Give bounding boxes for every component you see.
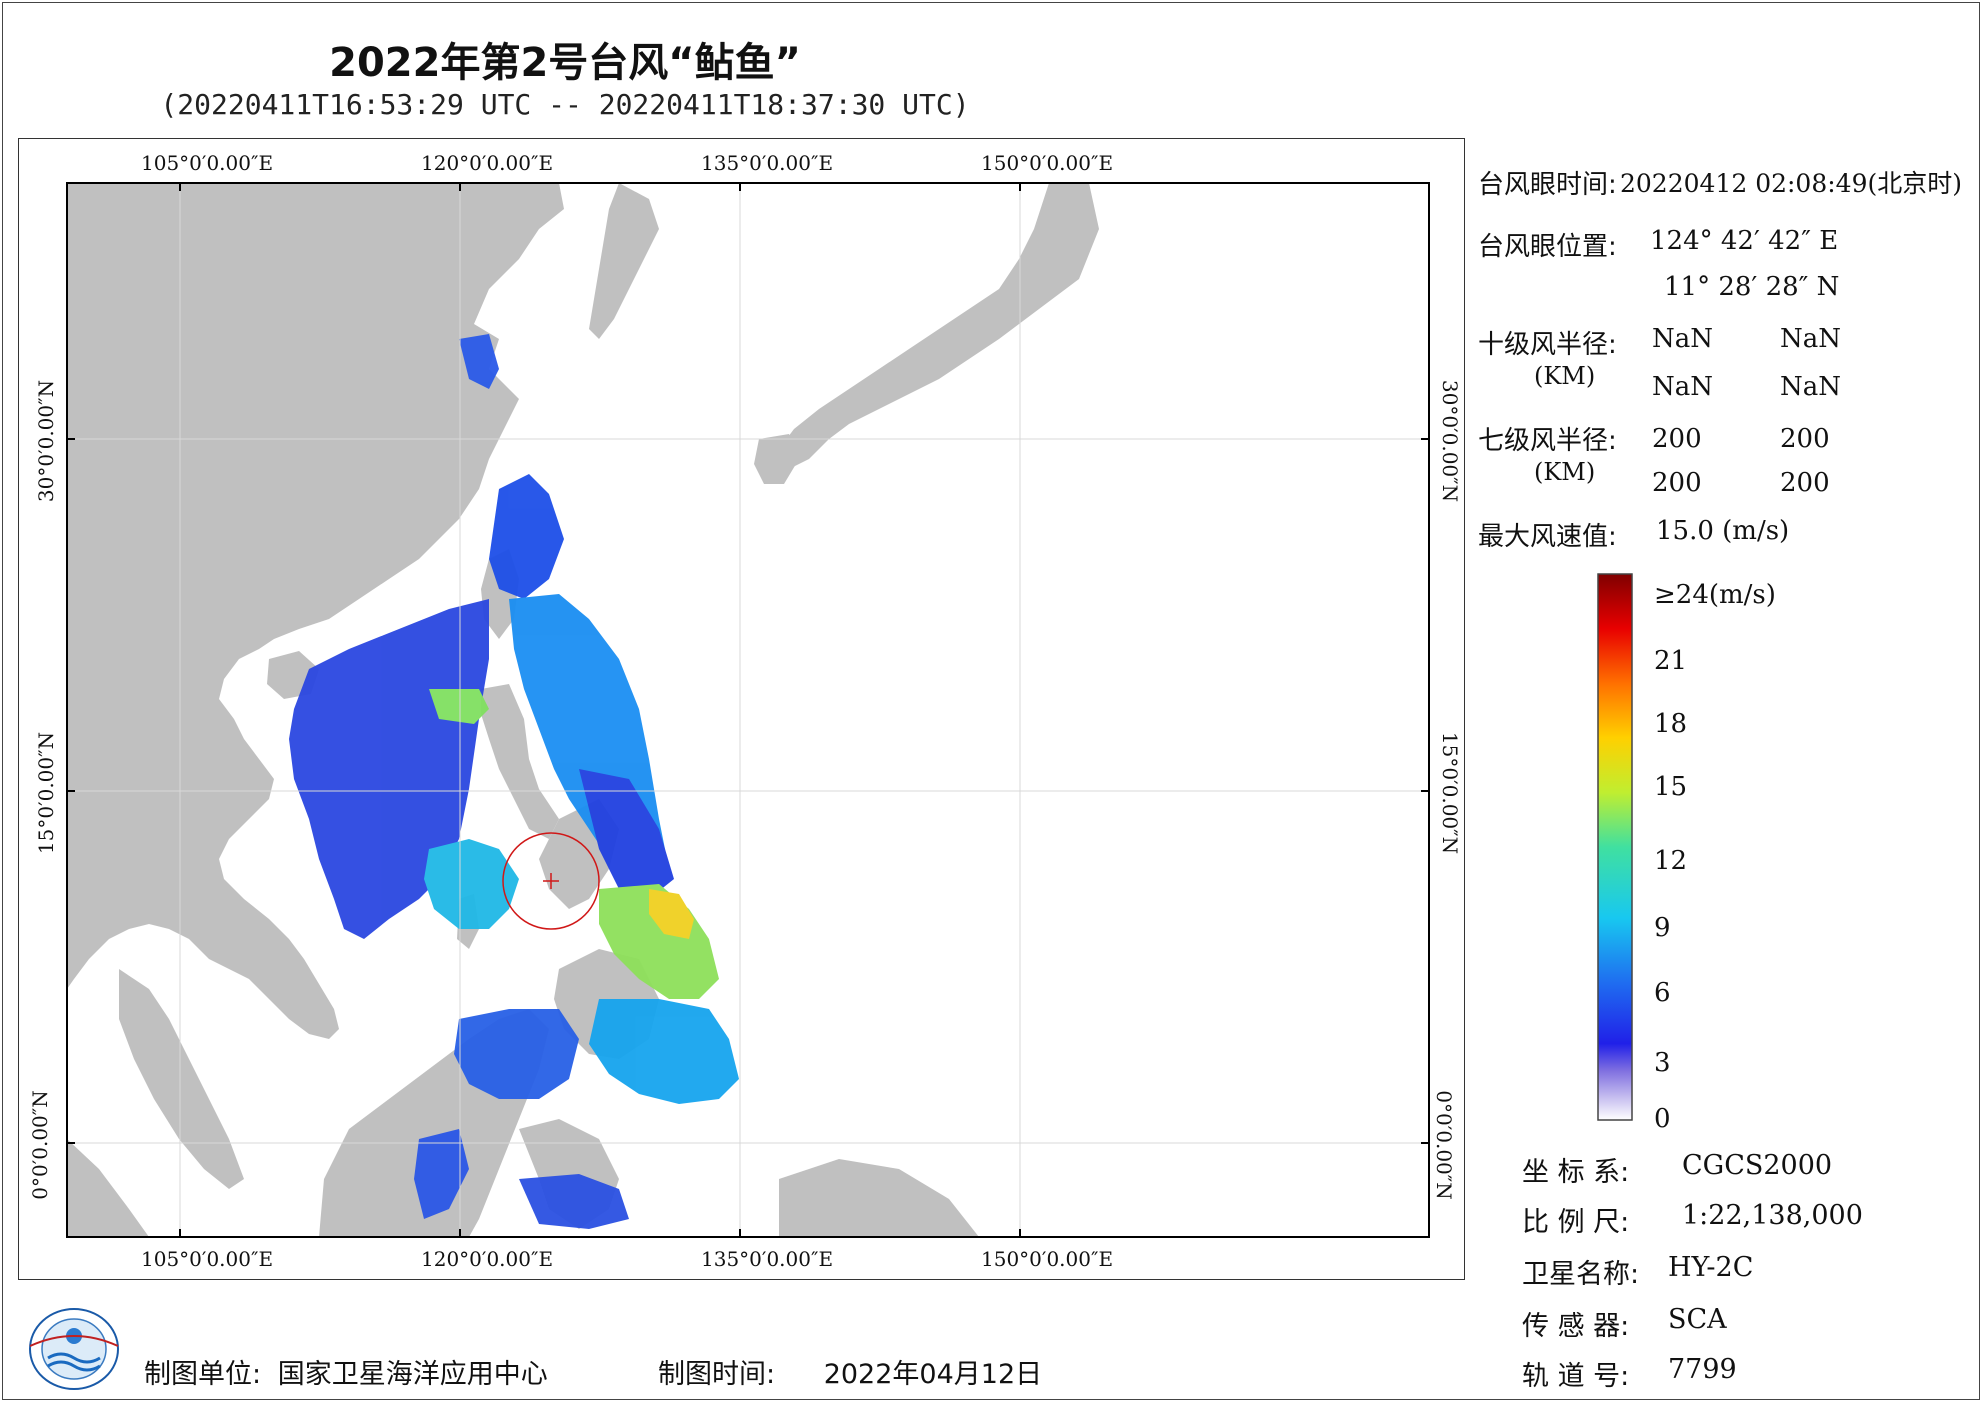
r10-value-ne: NaN bbox=[1652, 324, 1714, 354]
colorbar-label-6: 6 bbox=[1654, 978, 1671, 1008]
lon-label-bottom-150: 150°0′0.00″E bbox=[981, 1247, 1114, 1271]
footer-date: 制图时间: 2022年04月12日 bbox=[658, 1352, 1042, 1391]
japan-islands bbox=[779, 183, 1099, 469]
meta-scale-label: 比 例 尺: bbox=[1522, 1207, 1630, 1238]
korean-peninsula bbox=[589, 183, 659, 339]
meta-crs: 坐 标 系: CGCS2000 bbox=[1522, 1150, 1832, 1189]
page-title: 2022年第2号台风“鲇鱼” bbox=[329, 40, 801, 86]
swath-bottom-2 bbox=[519, 1174, 629, 1229]
swath-west-cyan bbox=[424, 839, 519, 929]
r7-value-sw: 200 bbox=[1652, 468, 1702, 498]
r7-value-ne: 200 bbox=[1652, 424, 1702, 454]
r7-value-nw: 200 bbox=[1780, 468, 1830, 498]
lon-label-top-135: 135°0′0.00″E bbox=[701, 151, 834, 175]
lat-label-right-0: 0°0′0.00″N bbox=[1431, 1090, 1456, 1200]
footer-maker: 制图单位: 国家卫星海洋应用中心 bbox=[144, 1352, 548, 1391]
meta-crs-value: CGCS2000 bbox=[1682, 1150, 1833, 1181]
r7-value-se: 200 bbox=[1780, 424, 1830, 454]
colorbar-label-3: 3 bbox=[1654, 1048, 1671, 1078]
map-panel: 105°0′0.00″E 120°0′0.00″E 135°0′0.00″E 1… bbox=[18, 138, 1465, 1280]
eye-time-value: 20220412 02:08:49(北京时) bbox=[1620, 169, 1962, 198]
meta-crs-label: 坐 标 系: bbox=[1522, 1157, 1630, 1188]
lon-label-top-105: 105°0′0.00″E bbox=[141, 151, 274, 175]
meta-orbit: 轨 道 号: 7799 bbox=[1522, 1354, 1737, 1393]
colorbar-label-21: 21 bbox=[1654, 646, 1688, 676]
lon-label-bottom-105: 105°0′0.00″E bbox=[141, 1247, 274, 1271]
eye-lat-value: 11° 28′ 28″ N bbox=[1664, 272, 1840, 302]
max-wind-value: 15.0 (m/s) bbox=[1656, 516, 1790, 546]
colorbar-label-15: 15 bbox=[1654, 772, 1688, 802]
nsoas-logo bbox=[29, 1308, 119, 1390]
r10-value-nw: NaN bbox=[1780, 372, 1842, 402]
colorbar-label-18: 18 bbox=[1654, 709, 1688, 739]
wind-map[interactable] bbox=[19, 139, 1466, 1281]
luzon-island bbox=[481, 684, 559, 839]
eye-time-label: 台风眼时间: bbox=[1478, 170, 1617, 200]
malay-peninsula bbox=[119, 969, 244, 1189]
max-wind-label: 最大风速值: bbox=[1478, 522, 1617, 552]
meta-satellite: 卫星名称: HY-2C bbox=[1522, 1252, 1753, 1291]
swath-yellow-patch bbox=[429, 689, 489, 724]
swath-south bbox=[589, 999, 739, 1104]
eye-lon-value: 124° 42′ 42″ E bbox=[1650, 226, 1839, 256]
meta-sensor-label: 传 感 器: bbox=[1522, 1311, 1630, 1342]
r10-unit: (KM) bbox=[1534, 362, 1596, 390]
eye-pos-label: 台风眼位置: bbox=[1478, 232, 1617, 262]
footer-date-label: 制图时间: bbox=[658, 1359, 776, 1390]
time-range-subtitle: (20220411T16:53:29 UTC -- 20220411T18:37… bbox=[160, 88, 970, 121]
meta-scale-value: 1:22,138,000 bbox=[1682, 1200, 1863, 1231]
sumatra-island bbox=[67, 1139, 149, 1237]
graticule bbox=[67, 183, 1429, 1237]
meta-orbit-label: 轨 道 号: bbox=[1522, 1361, 1630, 1392]
lat-label-right-30: 30°0′0.00″N bbox=[1438, 379, 1463, 503]
meta-sat-value: HY-2C bbox=[1668, 1252, 1754, 1283]
swath-south-west bbox=[454, 1009, 579, 1099]
colorbar-label-0: 0 bbox=[1654, 1104, 1671, 1134]
colorbar-label-12: 12 bbox=[1654, 846, 1688, 876]
lat-label-right-15: 15°0′0.00″N bbox=[1438, 731, 1463, 855]
lat-label-left-30: 30°0′0.00″N bbox=[34, 379, 59, 503]
meta-sat-label: 卫星名称: bbox=[1522, 1259, 1640, 1290]
meta-sensor-value: SCA bbox=[1668, 1304, 1727, 1335]
map-border bbox=[66, 182, 1430, 1238]
mainland-asia bbox=[67, 183, 564, 1039]
lon-label-top-120: 120°0′0.00″E bbox=[421, 151, 554, 175]
lon-label-top-150: 150°0′0.00″E bbox=[981, 151, 1114, 175]
lat-label-left-15: 15°0′0.00″N bbox=[34, 731, 59, 855]
colorbar-label-24: ≥24(m/s) bbox=[1654, 580, 1776, 610]
meta-scale: 比 例 尺: 1:22,138,000 bbox=[1522, 1200, 1863, 1239]
footer-maker-label: 制图单位: bbox=[144, 1359, 262, 1390]
footer-date-value: 2022年04月12日 bbox=[823, 1359, 1043, 1390]
swath-east-hot bbox=[649, 889, 694, 939]
lon-label-bottom-135: 135°0′0.00″E bbox=[701, 1247, 834, 1271]
footer-maker-value: 国家卫星海洋应用中心 bbox=[277, 1359, 548, 1390]
kyushu-island bbox=[754, 434, 799, 484]
swath-north bbox=[489, 474, 564, 599]
swath-east-blue bbox=[579, 769, 674, 899]
typhoon-eye-marker[interactable] bbox=[502, 832, 600, 930]
swath-bottom bbox=[414, 1129, 469, 1219]
colorbar-label-9: 9 bbox=[1654, 913, 1671, 943]
new-guinea-island bbox=[779, 1159, 979, 1237]
r10-value-se: NaN bbox=[1780, 324, 1842, 354]
r7-unit: (KM) bbox=[1534, 458, 1596, 486]
swath-far-north bbox=[459, 334, 499, 389]
wind-swath-layer bbox=[289, 334, 739, 1229]
r10-label: 十级风半径: bbox=[1478, 330, 1617, 360]
colorbar bbox=[1597, 573, 1633, 1121]
meta-sensor: 传 感 器: SCA bbox=[1522, 1304, 1727, 1343]
r7-label: 七级风半径: bbox=[1478, 426, 1617, 456]
r10-value-sw: NaN bbox=[1652, 372, 1714, 402]
axis-ticks bbox=[67, 183, 1429, 1237]
meta-orbit-value: 7799 bbox=[1668, 1354, 1737, 1385]
lon-label-bottom-120: 120°0′0.00″E bbox=[421, 1247, 554, 1271]
lat-label-left-0: 0°0′0.00″N bbox=[27, 1090, 52, 1200]
